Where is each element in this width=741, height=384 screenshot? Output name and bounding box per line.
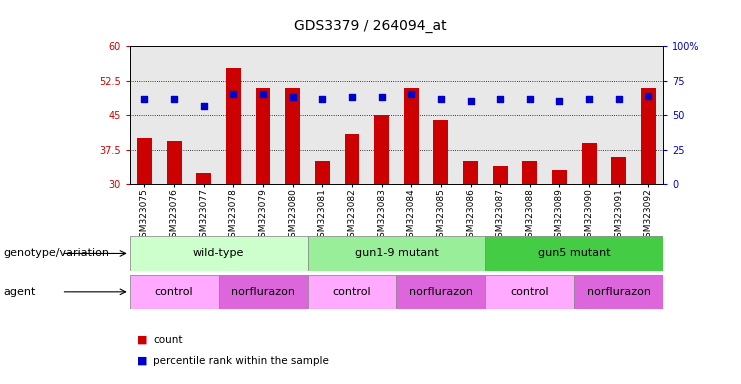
Point (139, 96, 150, 102)
Bar (196, 173, 211, 184)
Bar (130, 275, 219, 309)
Bar (256, 88, 270, 184)
Text: count: count (153, 335, 183, 345)
Bar (374, 115, 389, 184)
Bar (137, 138, 152, 184)
Bar (485, 236, 663, 271)
Bar (574, 275, 663, 309)
Point (227, 91, 239, 98)
Text: percentile rank within the sample: percentile rank within the sample (153, 356, 329, 366)
Point (554, 98, 565, 104)
Point (287, 94, 299, 100)
Bar (345, 134, 359, 184)
Point (435, 96, 447, 102)
Bar (493, 166, 508, 184)
Text: GDS3379 / 264094_at: GDS3379 / 264094_at (294, 19, 447, 33)
Text: control: control (511, 287, 549, 297)
Text: gun1-9 mutant: gun1-9 mutant (354, 248, 439, 258)
Text: norflurazon: norflurazon (409, 287, 473, 297)
Bar (226, 68, 241, 184)
Bar (396, 275, 485, 309)
Bar (130, 236, 308, 271)
Bar (485, 275, 574, 309)
Text: ■: ■ (137, 335, 147, 345)
Text: gun5 mutant: gun5 mutant (538, 248, 611, 258)
Bar (308, 236, 485, 271)
Text: genotype/variation: genotype/variation (4, 248, 110, 258)
Point (405, 91, 417, 98)
Bar (315, 161, 330, 184)
Point (642, 93, 654, 99)
Text: norflurazon: norflurazon (587, 287, 651, 297)
Point (524, 96, 536, 102)
Bar (404, 88, 419, 184)
Text: wild-type: wild-type (193, 248, 245, 258)
Bar (463, 161, 478, 184)
Text: control: control (333, 287, 371, 297)
Bar (582, 143, 597, 184)
Bar (285, 88, 300, 184)
Bar (308, 275, 396, 309)
Bar (522, 161, 537, 184)
Point (465, 98, 476, 104)
Bar (167, 141, 182, 184)
Text: control: control (155, 287, 193, 297)
Text: norflurazon: norflurazon (231, 287, 295, 297)
Bar (552, 170, 567, 184)
Bar (219, 275, 308, 309)
Point (257, 91, 269, 98)
Text: agent: agent (4, 287, 36, 297)
Point (494, 96, 506, 102)
Bar (433, 120, 448, 184)
Point (346, 94, 358, 100)
Point (613, 96, 625, 102)
Point (168, 96, 180, 102)
Bar (641, 88, 656, 184)
Point (198, 103, 210, 109)
Point (583, 96, 595, 102)
Bar (611, 157, 626, 184)
Point (376, 94, 388, 100)
Text: ■: ■ (137, 356, 147, 366)
Point (316, 96, 328, 102)
